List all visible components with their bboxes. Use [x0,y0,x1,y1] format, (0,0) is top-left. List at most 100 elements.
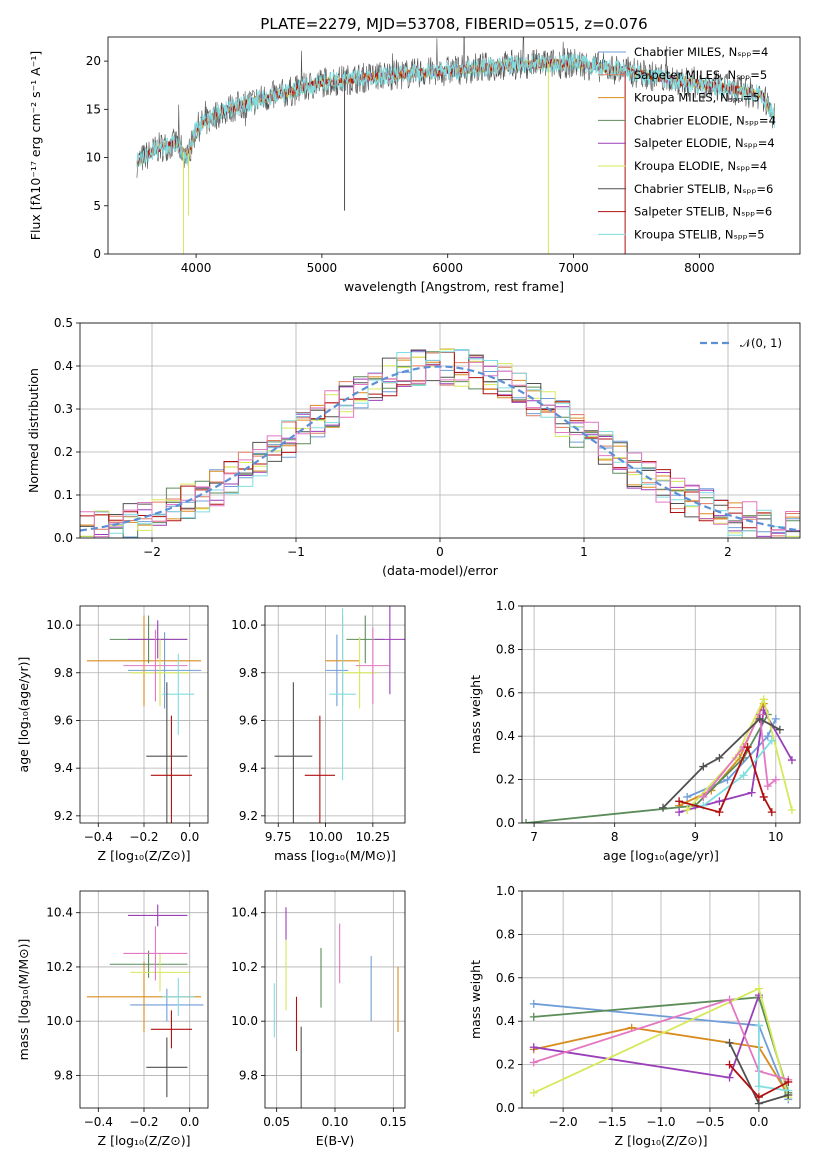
legend-entry: Kroupa MILES, Nₛₚₚ=5 [634,91,760,105]
x-tick-label: 0.05 [263,1115,290,1129]
salpeter_stelib-weight-marker [754,1093,763,1102]
kroupa_stelib-weight-marker [739,771,748,780]
salpeter_elodie-errorbar [374,606,405,695]
chabrier_miles-errorbar [325,634,349,707]
x-tick-label: −0.2 [129,1115,158,1129]
chabrier_stelib-weight-marker [659,803,668,812]
y-tick-label: 0.4 [54,359,73,373]
kroupa_elodie-weight-marker [683,805,692,814]
x-tick-label: 0.10 [322,1115,349,1129]
y-tick-label: 0 [93,247,101,261]
salpeter_elodie-weight-marker [715,797,724,806]
x-axis-label: (data-model)/error [382,563,499,578]
x-tick-label: 0 [436,545,444,559]
pink-errorbar [123,629,188,702]
chabrier_miles-weight-marker [763,732,772,741]
y-tick-label: 0.2 [496,1058,515,1072]
chabrier_stelib-errorbar [146,682,188,823]
x-tick-label: 0.15 [380,1115,407,1129]
mass_vs_Z-grid [76,891,208,1112]
chabrier_stelib-weight-marker [755,714,764,723]
y-tick-label: 0.6 [496,971,515,985]
salpeter_elodie-weight-marker [725,1073,734,1082]
salpeter_stelib-weight-marker [767,808,776,817]
chabrier_stelib-errorbar [274,682,313,823]
legend-entry: 𝒩(0, 1) [740,336,782,350]
kroupa_miles-weight-line [533,1026,790,1096]
grid-layer [76,60,800,1112]
chabrier_miles-weight-marker [723,775,732,784]
x-axis-label: Z [log₁₀(Z/Z⊙)] [98,848,191,863]
salpeter_elodie-weight-marker [529,1043,538,1052]
x-tick-label: 10.25 [356,830,390,844]
age_vs_Z-labels: −0.4 −0.2 0.0 9.2 9.4 9.6 9.8 10.0 Z [log₁₀(Z/Z⊙… [16,618,199,863]
age_vs_mass-labels: 9.75 10.00 10.25 9.2 9.4 9.6 9.8 10.0 mass [log₁… [231,618,396,863]
chabrier_miles-weight-marker [771,714,780,723]
weight_vs_Z-grid [518,890,800,1112]
salpeter_elodie-errorbar [128,904,188,927]
pink-weight-line [533,998,789,1081]
salpeter_stelib-weight-marker [675,797,684,806]
legend-entry: Salpeter STELIB, Nₛₚₚ=6 [634,205,772,219]
y-tick-label: 5 [93,199,101,213]
legend-entry: Chabrier MILES, Nₛₚₚ=4 [634,45,768,59]
salpeter_elodie-weight-marker [787,756,796,765]
y-tick-label: 0.2 [54,445,73,459]
x-tick-label: 9.75 [265,830,292,844]
chabrier_miles-weight-marker [683,792,692,801]
kroupa_stelib-errorbar [162,977,195,1016]
kroupa_elodie-weight-marker [759,695,768,704]
x-tick-label: 1 [580,545,588,559]
y-axis-label: mass weight [468,675,483,754]
weight_vs_Z-frame [521,890,801,1109]
chabrier_stelib-weight-marker [699,762,708,771]
frame-layer [79,36,801,1109]
spectrum-series [136,37,775,254]
x-tick-label: −2 [143,545,161,559]
kroupa_elodie-errorbar [130,953,190,992]
chabrier_stelib-weight-marker [775,725,784,734]
x-axis-label: mass [log₁₀(M/M⊙)] [274,848,396,863]
pink-weight-marker [771,775,780,784]
y-axis-label: mass [log₁₀(M/M⊙)] [16,939,31,1061]
y-tick-label: 9.8 [54,666,73,680]
kroupa_elodie-errorbar [130,639,190,707]
mass_vs_ebv-labels: 0.05 0.10 0.15 9.8 10.0 10.2 10.4 E(B-V) [231,906,406,1148]
y-tick-label: 15 [86,102,101,116]
chabrier_stelib-weight-marker [715,753,724,762]
x-tick-label: −0.4 [84,830,113,844]
x-tick-label: 8 [611,830,619,844]
legend-entry: Salpeter MILES, Nₛₚₚ=5 [634,68,767,82]
mass_vs_Z-frame [79,890,209,1109]
y-tick-label: 10.2 [231,960,258,974]
chabrier_stelib-weight-marker [784,1090,793,1099]
spectrum-frame [107,36,801,255]
y-tick-label: 9.6 [54,713,73,727]
pink-weight-marker [529,1058,538,1067]
y-tick-label: 0.0 [54,531,73,545]
x-tick-label: 8000 [684,261,715,275]
x-tick-label: 0.0 [749,1115,768,1129]
kroupa_stelib-weight-marker [754,1021,763,1030]
kroupa_stelib-errorbar [162,653,195,735]
pink-weight-marker [763,782,772,791]
y-tick-label: 0.0 [496,1101,515,1115]
salpeter_stelib-errorbar [150,1010,192,1049]
data-layer [80,37,800,1108]
kroupa_stelib-weight-marker [754,1082,763,1091]
pink-errorbar [355,627,390,704]
chabrier_miles-errorbar [128,632,202,709]
kroupa_miles-errorbar [86,615,202,707]
age_vs_mass-series [274,606,405,823]
y-tick-label: 9.2 [54,809,73,823]
age_vs_Z-series [86,615,202,823]
weight_vs_Z-labels: −2.0 −1.5 −1.0 −0.5 0.0 0.0 0.2 0.4 0.6 0.8 1.0 Z [… [468,884,768,1148]
residuals-frame [79,322,801,539]
spectrum-grid [104,60,700,258]
chabrier_elodie-errorbar [109,950,188,978]
x-tick-label: −1.0 [646,1115,675,1129]
x-tick-label: 5000 [307,261,338,275]
y-tick-label: 0.6 [496,686,515,700]
x-axis-label: age [log₁₀(age/yr)] [603,848,719,863]
